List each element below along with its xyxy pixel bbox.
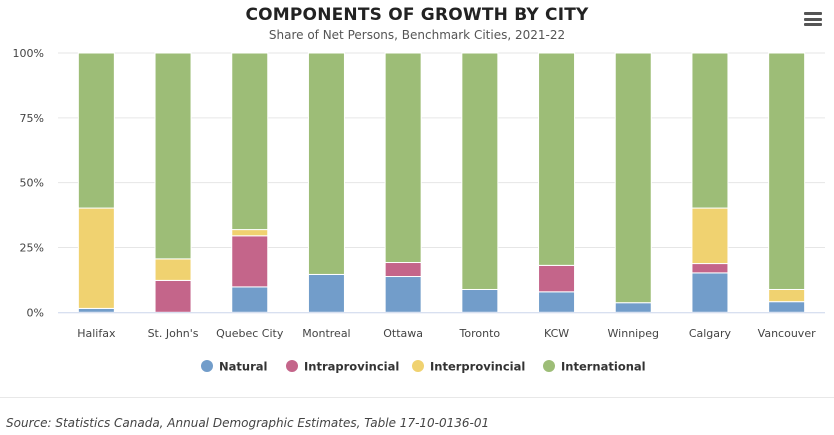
bar-segment-natural[interactable] <box>307 273 345 313</box>
bar-segment-natural[interactable] <box>77 307 115 313</box>
bar-segment-international[interactable] <box>154 52 192 260</box>
bar-segment-interprovincial[interactable] <box>154 258 192 281</box>
bar-segment-natural[interactable] <box>461 288 499 313</box>
bar-segment-international[interactable] <box>538 52 576 266</box>
bar-segment-natural[interactable] <box>768 301 806 313</box>
bar-segment-international[interactable] <box>231 52 269 231</box>
y-tick-label: 50% <box>20 177 44 190</box>
chart-subtitle: Share of Net Persons, Benchmark Cities, … <box>268 28 566 42</box>
legend-item-international[interactable]: International <box>561 360 646 374</box>
x-tick-label: KCW <box>544 327 569 340</box>
chart-title: COMPONENTS OF GROWTH BY CITY <box>245 5 589 25</box>
bar-segment-natural[interactable] <box>538 291 576 313</box>
bar-segment-interprovincial[interactable] <box>768 288 806 303</box>
x-tick-label: Halifax <box>77 327 116 340</box>
bar-segment-interprovincial[interactable] <box>77 207 115 309</box>
x-tick-label: Calgary <box>689 327 732 340</box>
bar-segment-intraprovincial[interactable] <box>231 235 269 288</box>
bar-segment-interprovincial[interactable] <box>231 229 269 237</box>
x-tick-label: Ottawa <box>383 327 423 340</box>
y-tick-label: 100% <box>13 47 44 60</box>
legend-marker-icon <box>201 360 213 372</box>
y-tick-label: 25% <box>20 241 44 254</box>
legend-marker-icon <box>543 360 555 372</box>
bar-segment-intraprovincial[interactable] <box>691 263 729 274</box>
bar-segment-international[interactable] <box>77 52 115 209</box>
bar-segment-natural[interactable] <box>614 302 652 313</box>
divider <box>0 397 834 398</box>
x-tick-label: St. John's <box>148 327 199 340</box>
bar-segment-natural[interactable] <box>384 276 422 313</box>
x-tick-label: Winnipeg <box>608 327 659 340</box>
bar-segment-international[interactable] <box>691 52 729 209</box>
x-tick-label: Toronto <box>459 327 501 340</box>
bar-segment-natural[interactable] <box>231 286 269 313</box>
y-tick-label: 0% <box>27 306 44 319</box>
legend-marker-icon <box>412 360 424 372</box>
bar-segment-international[interactable] <box>461 52 499 290</box>
source-note: Source: Statistics Canada, Annual Demogr… <box>6 416 490 430</box>
bar-segment-international[interactable] <box>384 52 422 264</box>
bar-segment-intraprovincial[interactable] <box>154 279 192 313</box>
bar-segment-international[interactable] <box>768 52 806 290</box>
y-tick-label: 75% <box>20 112 44 125</box>
stacked-bar-chart: 0% 25% 50% 75% 100% Halifax St. John's Quebec C… <box>13 47 825 374</box>
bar-segment-interprovincial[interactable] <box>691 207 729 265</box>
bar-segment-intraprovincial[interactable] <box>538 264 576 293</box>
legend-marker-icon <box>286 360 298 372</box>
x-tick-label: Vancouver <box>758 327 816 340</box>
hamburger-menu-icon[interactable] <box>804 12 822 26</box>
bar-segment-intraprovincial[interactable] <box>384 262 422 278</box>
bar-segment-international[interactable] <box>307 52 345 275</box>
legend-item-natural[interactable]: Natural <box>219 360 267 374</box>
legend-item-interprovincial[interactable]: Interprovincial <box>430 360 525 374</box>
x-tick-label: Quebec City <box>216 327 284 340</box>
bar-segment-natural[interactable] <box>691 272 729 313</box>
x-tick-label: Montreal <box>302 327 350 340</box>
legend-item-intraprovincial[interactable]: Intraprovincial <box>304 360 399 374</box>
bar-segment-international[interactable] <box>614 52 652 304</box>
